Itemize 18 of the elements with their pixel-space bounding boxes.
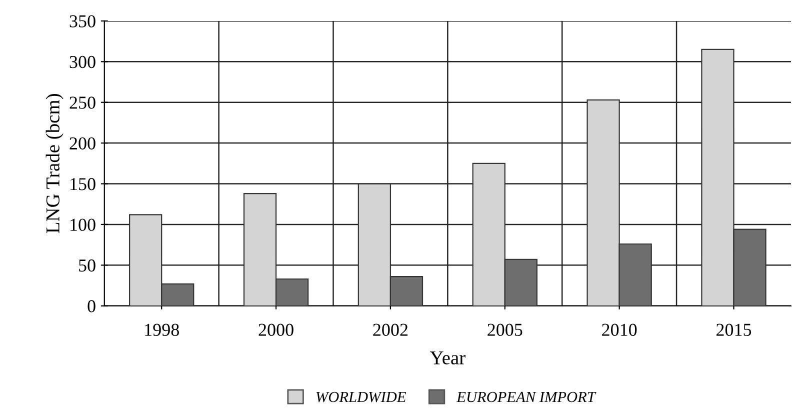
y-tick-label: 200 xyxy=(70,137,96,150)
y-tick-label: 100 xyxy=(70,218,96,231)
x-tick-label: 2002 xyxy=(373,324,408,336)
x-axis-title: Year xyxy=(430,351,466,364)
y-axis-title: LNG Trade (bcm) xyxy=(46,94,64,234)
legend-label: WORLDWIDE xyxy=(316,392,406,402)
y-tick-label: 300 xyxy=(70,56,96,68)
x-tick-label: 2015 xyxy=(716,324,752,336)
y-tick-label: 150 xyxy=(70,178,96,190)
y-tick-label: 0 xyxy=(88,300,96,312)
legend-label: EUROPEAN IMPORT xyxy=(456,392,596,402)
y-tick-label: 250 xyxy=(70,96,96,109)
x-tick-label: 2010 xyxy=(602,324,637,336)
x-tick-label: 2005 xyxy=(488,324,522,336)
x-tick-label: 1998 xyxy=(145,324,179,336)
y-tick-label: 50 xyxy=(79,259,96,272)
x-tick-label: 2000 xyxy=(258,324,294,336)
y-tick-label: 350 xyxy=(70,15,96,28)
